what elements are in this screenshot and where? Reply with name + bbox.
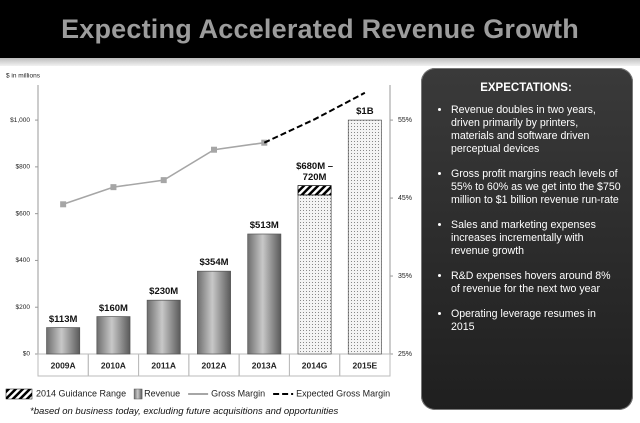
line-marker	[60, 201, 67, 208]
bar	[347, 119, 382, 355]
line-marker	[160, 177, 167, 184]
value-label: $230M	[149, 286, 179, 298]
legend-swatch	[133, 388, 143, 400]
value-label: $160M	[98, 302, 128, 314]
x-tick-label: 2010A	[101, 360, 126, 370]
value-label-box: $1B	[356, 106, 374, 118]
value-label-box: $160M	[98, 302, 128, 314]
bar	[146, 299, 181, 355]
value-label: $680M – 720M	[296, 160, 334, 183]
x-tick-label: 2011A	[151, 360, 176, 370]
y-tick-label: $1,000	[10, 117, 30, 124]
legend-label: 2014 Guidance Range	[36, 388, 126, 398]
line-marker	[211, 146, 217, 153]
y-tick-label: $200	[16, 304, 31, 311]
x-tick-label: 2009A	[51, 360, 76, 370]
bullet: Sales and marketing expenses increases i…	[451, 219, 621, 258]
y-tick-label: $800	[16, 164, 31, 171]
expectations-panel: EXPECTATIONS: Revenue doubles in two yea…	[421, 68, 633, 410]
bar	[197, 270, 231, 355]
bar	[96, 316, 131, 355]
x-tick-label: 2015E	[353, 360, 378, 370]
line-marker	[110, 184, 117, 191]
guidance-bar	[297, 185, 332, 196]
value-label: $513M	[249, 220, 279, 231]
legend-label: Expected Gross Margin	[296, 388, 390, 398]
value-label-box: $354M	[199, 257, 229, 269]
line	[62, 141, 265, 206]
bar	[247, 233, 282, 355]
y-tick-label: $600	[16, 210, 31, 217]
title-strip	[0, 58, 640, 66]
expected-line	[263, 91, 366, 144]
value-label-box: $513M	[249, 220, 279, 231]
bullet: Gross profit margins reach levels of 55%…	[451, 168, 621, 207]
y2-tick-label: 45%	[398, 195, 412, 202]
value-label: $354M	[199, 257, 229, 269]
x-tick-label: 2012A	[201, 360, 226, 370]
bullet-list: Revenue doubles in two years, driven pri…	[431, 104, 621, 334]
title-bar: Expecting Accelerated Revenue Growth	[0, 0, 640, 58]
value-label-box: $113M	[48, 313, 78, 325]
value-label: $1B	[356, 106, 374, 118]
y2-tick-label: 55%	[398, 117, 412, 124]
x-tick-label: 2014G	[302, 360, 328, 370]
value-label: $113M	[48, 313, 78, 325]
bar	[46, 327, 81, 355]
y2-tick-label: 25%	[398, 351, 412, 358]
bar	[297, 194, 332, 355]
bullet: R&D expenses hovers around 8% of revenue…	[451, 270, 621, 296]
bullet: Revenue doubles in two years, driven pri…	[451, 104, 621, 156]
legend-label: Revenue	[144, 388, 180, 398]
value-label-box: $680M – 720M	[296, 160, 334, 183]
slide-title: Expecting Accelerated Revenue Growth	[61, 14, 579, 44]
footnote: *based on business today, excluding futu…	[30, 406, 339, 417]
panel-title: EXPECTATIONS:	[480, 82, 572, 94]
x-tick-label: 2013A	[252, 360, 277, 370]
y-tick-label: $400	[16, 257, 31, 264]
value-label-box: $230M	[149, 286, 179, 298]
y2-tick-label: 35%	[398, 273, 412, 280]
legend-label: Gross Margin	[211, 388, 265, 398]
y-tick-label: $0	[23, 351, 31, 358]
y-axis-label: $ in millions	[6, 73, 41, 80]
chart: $ in millions $0 $200 $400 $600 $800 $1,000 25…	[5, 73, 412, 400]
legend-swatch	[5, 388, 33, 400]
bullet: Operating leverage resumes in 2015	[451, 308, 621, 334]
